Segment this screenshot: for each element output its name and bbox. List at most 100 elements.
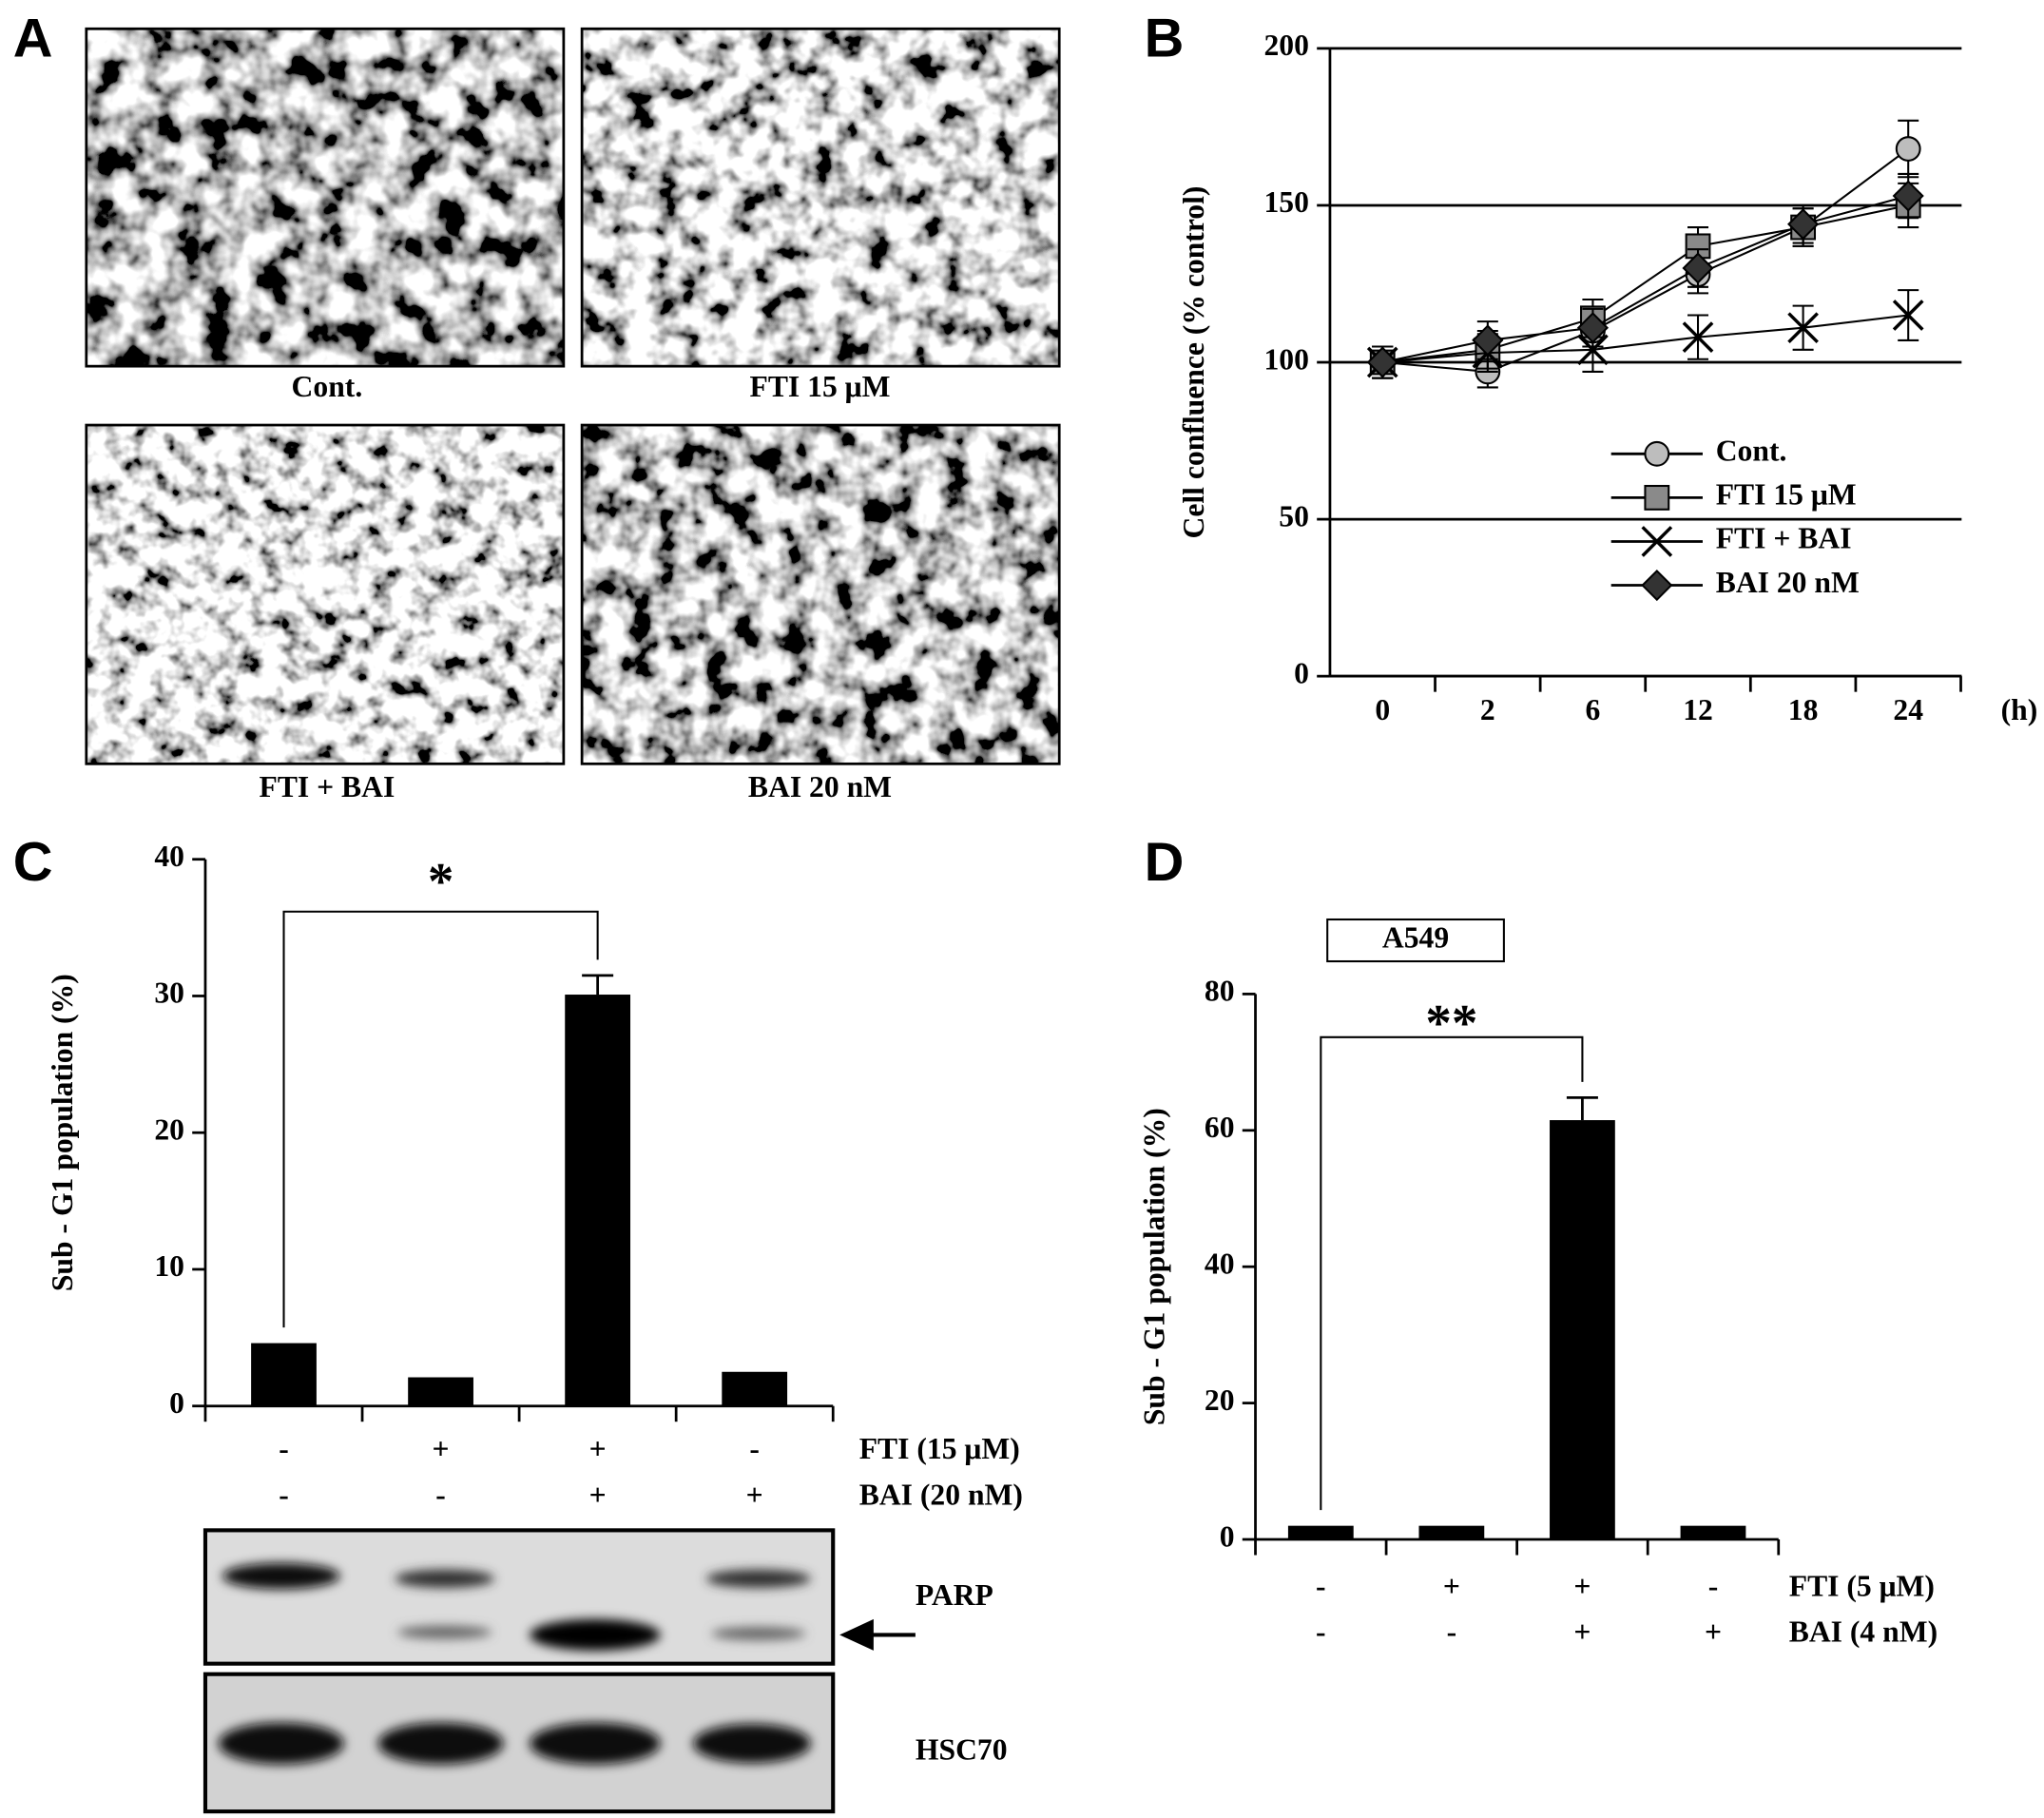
y-tick-label: 150 [1263,185,1308,219]
micrograph [86,29,564,367]
frame [580,423,1061,765]
legend-label: BAI 20 nM [1716,566,1860,599]
panel-label: D [1145,832,1185,893]
legend-label: Cont. [1716,435,1787,468]
condition-mark: - [1447,1615,1457,1649]
legend-label: FTI + BAI [1716,522,1852,555]
marker [1366,346,1398,378]
panel-label: C [13,832,53,893]
condition-mark: + [1443,1570,1460,1603]
cell-line-box [1326,918,1505,963]
micrograph [86,425,564,764]
condition-mark: + [1705,1615,1722,1649]
panel-label: B [1145,8,1185,68]
bar [722,1371,788,1406]
condition-mark: - [435,1478,446,1511]
y-tick-label: 40 [154,840,184,873]
bar [408,1377,473,1406]
x-tick-label: 24 [1893,693,1923,726]
significance: ** [1425,994,1477,1052]
y-tick-label: 50 [1279,499,1309,532]
x-axis-title: (h) [2001,693,2038,726]
frame [580,27,1061,368]
condition-mark: - [1708,1570,1719,1603]
y-tick-label: 20 [1205,1383,1235,1417]
caption: Cont. [292,370,363,403]
marker [1682,321,1714,353]
significance-bracket [282,910,599,1328]
bar [1418,1525,1485,1540]
series-line [1382,314,1909,364]
y-tick-label: 0 [169,1386,184,1420]
marker [1577,334,1609,366]
condition-mark: + [746,1478,763,1511]
significance-bracket [1320,1035,1584,1511]
condition-mark: + [1573,1615,1591,1649]
condition-mark: - [749,1432,760,1465]
frame [85,27,566,368]
panel-label: A [13,8,53,68]
y-tick-label: 40 [1205,1247,1235,1280]
error-bar [1566,1096,1598,1121]
y-axis-title: Cell confluence (% control) [1177,186,1210,539]
condition-label: FTI (15 μM) [859,1432,1020,1465]
condition-mark: + [589,1432,607,1465]
series-line [1382,147,1909,373]
condition-mark: - [279,1478,289,1511]
y-axis-title: Sub - G1 population (%) [46,974,79,1291]
condition-mark: - [1316,1570,1326,1603]
condition-label: FTI (5 μM) [1789,1570,1935,1603]
bar [1680,1525,1746,1540]
condition-label: BAI (4 nM) [1789,1615,1938,1649]
marker [1472,324,1504,357]
caption: BAI 20 nM [748,770,892,803]
condition-mark: - [279,1432,289,1465]
marker [1682,252,1714,284]
series-line [1382,195,1909,364]
y-axis-title: Sub - G1 population (%) [1138,1108,1171,1425]
micrograph [582,425,1060,764]
marker [1644,484,1670,511]
arrow-head [839,1618,874,1651]
marker [1895,136,1921,162]
y-tick-label: 0 [1220,1519,1235,1553]
condition-mark: + [433,1432,450,1465]
caption: FTI 15 μM [750,370,891,403]
series-line [1382,203,1909,364]
condition-mark: + [589,1478,607,1511]
x-tick-label: 6 [1586,693,1601,726]
bar [251,1343,317,1406]
marker [1892,300,1924,331]
x-tick-label: 18 [1788,693,1819,726]
blot-label: HSC70 [916,1732,1008,1766]
y-tick-label: 100 [1263,342,1308,376]
marker [1787,312,1819,344]
y-tick-label: 30 [154,977,184,1010]
x-tick-label: 2 [1480,693,1495,726]
y-tick-label: 20 [154,1112,184,1146]
condition-label: BAI (20 nM) [859,1478,1023,1511]
y-tick-label: 200 [1263,29,1308,62]
y-tick-label: 0 [1294,656,1309,689]
y-tick-label: 80 [1205,975,1235,1008]
marker [1787,208,1820,241]
marker [1576,312,1610,344]
bar [1550,1120,1615,1540]
micrograph [582,29,1060,367]
legend-label: FTI 15 μM [1716,478,1857,512]
x-tick-label: 0 [1375,693,1390,726]
blot-label: PARP [916,1578,993,1612]
x-tick-label: 12 [1683,693,1713,726]
marker [1892,180,1924,212]
blot-parp [202,1528,836,1666]
caption: FTI + BAI [260,770,395,803]
bar [565,995,631,1406]
condition-mark: + [1573,1570,1591,1603]
error-bar [582,974,614,996]
bar [1287,1525,1354,1540]
marker [1641,526,1673,557]
frame [85,423,566,765]
marker [1644,440,1670,467]
y-tick-label: 60 [1205,1111,1235,1144]
